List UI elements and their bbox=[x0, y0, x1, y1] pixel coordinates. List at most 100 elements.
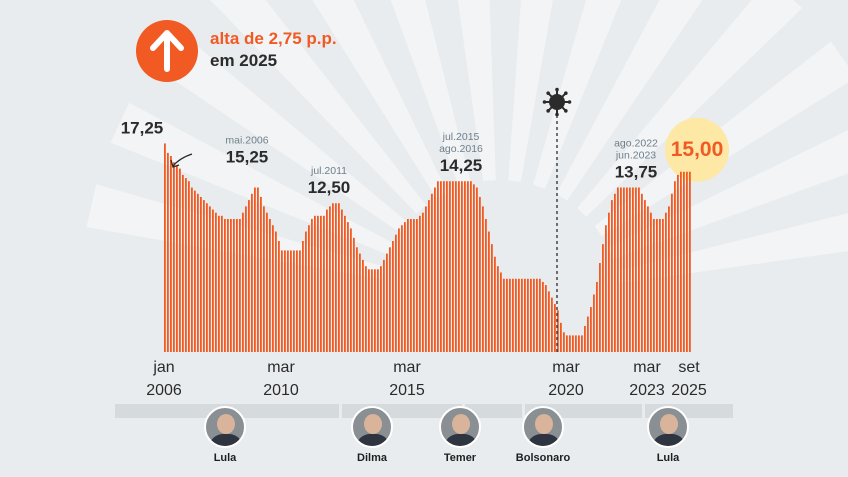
bar bbox=[458, 181, 460, 352]
bar bbox=[602, 244, 604, 352]
bar bbox=[680, 171, 682, 352]
background-ray bbox=[210, 0, 427, 214]
bar bbox=[611, 200, 613, 352]
bar bbox=[401, 225, 403, 352]
presidency-band bbox=[465, 404, 522, 418]
bar bbox=[644, 200, 646, 352]
bar bbox=[179, 168, 181, 352]
bar bbox=[452, 181, 454, 352]
bar bbox=[560, 322, 562, 352]
peak-value-label: 14,25 bbox=[440, 156, 483, 175]
bar bbox=[593, 294, 595, 352]
bar bbox=[167, 152, 169, 352]
bar bbox=[257, 187, 259, 352]
bar bbox=[398, 228, 400, 352]
bar bbox=[608, 212, 610, 352]
peak-date-label: jul.2015 bbox=[442, 131, 480, 143]
bar bbox=[350, 228, 352, 352]
bar bbox=[332, 203, 334, 352]
bar bbox=[251, 193, 253, 352]
background-ray bbox=[607, 130, 848, 259]
bar bbox=[482, 206, 484, 352]
bar bbox=[320, 215, 322, 352]
bar bbox=[308, 225, 310, 352]
bar bbox=[341, 209, 343, 352]
pointer-arrow-head bbox=[170, 159, 180, 168]
peak-date-label: jun.2023 bbox=[615, 150, 656, 162]
avatar bbox=[351, 406, 393, 448]
background-ray bbox=[312, 0, 448, 199]
bar bbox=[173, 162, 175, 352]
bar bbox=[539, 278, 541, 352]
bar bbox=[212, 209, 214, 352]
bar bbox=[281, 250, 283, 352]
background-ray bbox=[457, 0, 496, 182]
bar bbox=[473, 184, 475, 352]
bar bbox=[677, 174, 679, 352]
bar bbox=[422, 212, 424, 352]
peak-value-label: 13,75 bbox=[615, 163, 658, 182]
bar bbox=[614, 193, 616, 352]
background-ray bbox=[508, 0, 553, 182]
bar bbox=[329, 206, 331, 352]
bar bbox=[554, 303, 556, 352]
bar bbox=[437, 181, 439, 352]
bar bbox=[479, 196, 481, 352]
bar bbox=[605, 225, 607, 352]
bar bbox=[176, 165, 178, 352]
bar bbox=[293, 250, 295, 352]
bar bbox=[272, 225, 274, 352]
bar bbox=[404, 222, 406, 352]
bar bbox=[545, 285, 547, 352]
bar bbox=[377, 269, 379, 352]
bar bbox=[203, 200, 205, 352]
bar bbox=[419, 215, 421, 352]
bar bbox=[632, 187, 634, 352]
bar bbox=[488, 231, 490, 352]
bar bbox=[431, 193, 433, 352]
bar bbox=[470, 181, 472, 352]
peak-value-label: 15,00 bbox=[671, 138, 724, 161]
bar bbox=[278, 241, 280, 352]
background-ray bbox=[86, 184, 385, 280]
bar bbox=[338, 203, 340, 352]
president-3: Bolsonaro bbox=[498, 406, 588, 464]
bar bbox=[317, 215, 319, 352]
bar bbox=[656, 218, 658, 352]
bar bbox=[551, 297, 553, 352]
bar bbox=[653, 218, 655, 352]
x-tick-month: mar bbox=[552, 359, 580, 376]
bar bbox=[359, 253, 361, 352]
bar bbox=[191, 187, 193, 352]
bar bbox=[302, 241, 304, 352]
x-tick-year: 2006 bbox=[146, 382, 182, 399]
headline-change: alta de 2,75 p.p. bbox=[210, 29, 337, 48]
bar bbox=[164, 143, 166, 352]
background-ray bbox=[533, 0, 622, 189]
bar bbox=[665, 212, 667, 352]
bar bbox=[662, 218, 664, 352]
bar bbox=[521, 278, 523, 352]
bar bbox=[578, 335, 580, 352]
bar bbox=[413, 218, 415, 352]
bar bbox=[590, 307, 592, 352]
bar bbox=[494, 256, 496, 352]
bar bbox=[407, 218, 409, 352]
peak-value-label: 17,25 bbox=[121, 118, 164, 137]
bar bbox=[596, 281, 598, 352]
bar bbox=[380, 266, 382, 352]
bar bbox=[500, 272, 502, 352]
headline-year: em 2025 bbox=[210, 51, 278, 70]
bar bbox=[509, 278, 511, 352]
bar bbox=[224, 218, 226, 352]
bar bbox=[491, 244, 493, 352]
bar bbox=[434, 187, 436, 352]
bar bbox=[227, 218, 229, 352]
bar bbox=[503, 278, 505, 352]
bar bbox=[455, 181, 457, 352]
bar bbox=[623, 187, 625, 352]
bar bbox=[284, 250, 286, 352]
bar bbox=[566, 335, 568, 352]
bar bbox=[200, 196, 202, 352]
